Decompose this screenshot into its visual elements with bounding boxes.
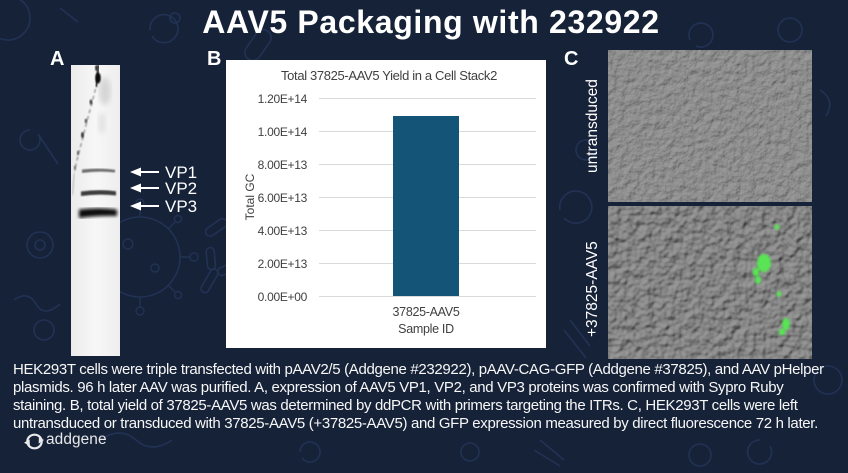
svg-text:VP1: VP1 [165,163,197,182]
svg-text:VP2: VP2 [165,179,197,198]
svg-text:VP3: VP3 [165,197,197,216]
